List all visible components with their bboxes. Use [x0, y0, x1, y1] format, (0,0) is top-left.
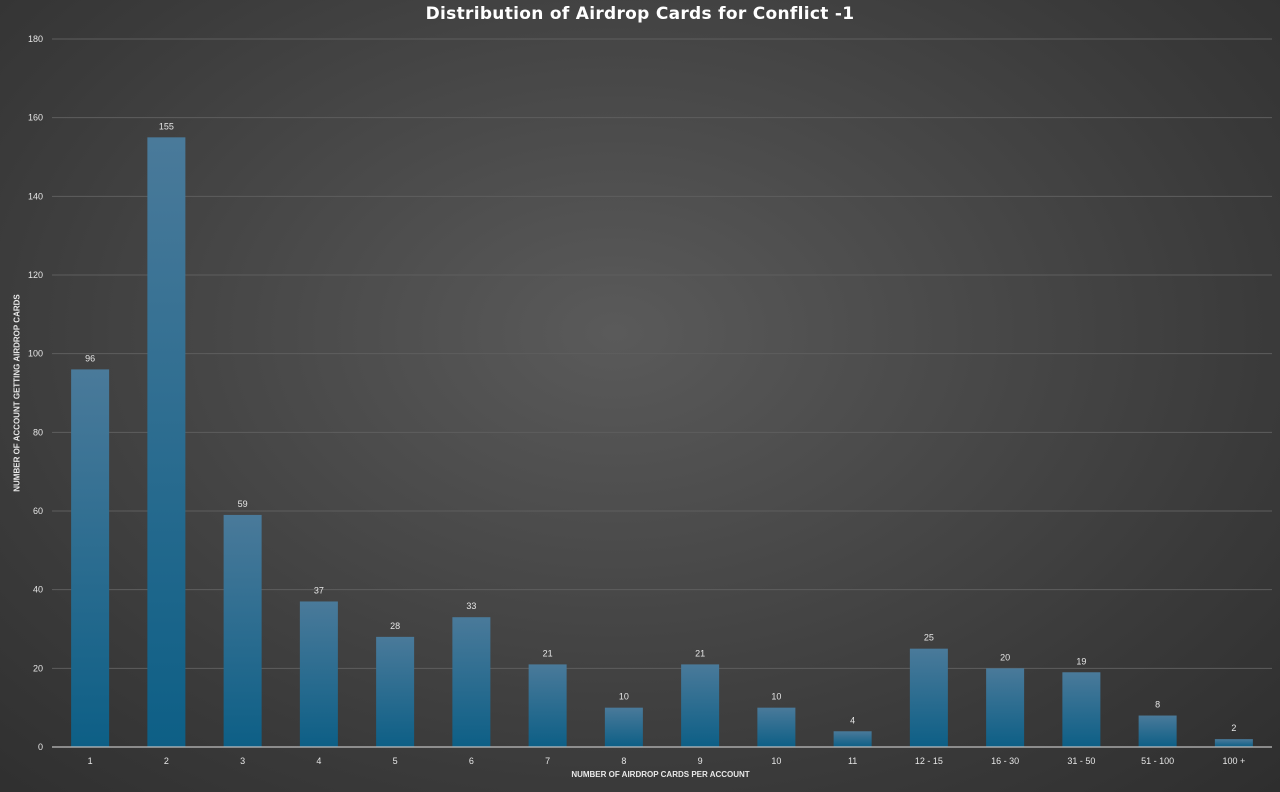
- x-tick-label: 12 - 15: [915, 756, 943, 766]
- bar: [1214, 739, 1253, 747]
- x-tick-label: 31 - 50: [1067, 756, 1095, 766]
- bar: [757, 707, 796, 747]
- chart-title: Distribution of Airdrop Cards for Confli…: [425, 4, 855, 24]
- bar: [299, 601, 338, 747]
- bar: [71, 369, 110, 747]
- x-tick-label: 10: [771, 756, 781, 766]
- x-tick-label: 5: [393, 756, 398, 766]
- y-tick-label: 60: [33, 506, 43, 516]
- data-label: 19: [1076, 656, 1086, 666]
- bar: [604, 707, 643, 747]
- data-label: 10: [771, 692, 781, 702]
- data-label: 21: [695, 648, 705, 658]
- data-label: 2: [1231, 723, 1236, 733]
- y-tick-label: 120: [28, 270, 43, 280]
- x-tick-label: 11: [848, 756, 857, 766]
- data-labels: 96 155 59 37 28 33 21 10 21 10 4 25 20 19 8 2: [85, 121, 1236, 733]
- bar: [833, 731, 872, 747]
- data-label: 37: [314, 585, 324, 595]
- bar: [528, 664, 567, 747]
- y-tick-label: 160: [28, 113, 43, 123]
- y-tick-label: 140: [28, 191, 43, 201]
- x-tick-labels: 1 2 3 4 5 6 7 8 9 10 11 12 - 15 16 - 30 31 - 50 51 - 1…: [88, 756, 1246, 766]
- data-label: 59: [238, 499, 248, 509]
- data-label: 33: [466, 601, 476, 611]
- x-tick-label: 51 - 100: [1141, 756, 1174, 766]
- y-tick-label: 20: [33, 663, 43, 673]
- data-label: 155: [159, 121, 174, 131]
- bar: [223, 514, 262, 747]
- y-tick-label: 100: [28, 349, 43, 359]
- data-label: 25: [924, 633, 934, 643]
- data-label: 21: [543, 648, 553, 658]
- x-tick-label: 8: [621, 756, 626, 766]
- y-tick-labels: 0 20 40 60 80 100 120 140 160 180: [28, 34, 43, 752]
- y-tick-label: 40: [33, 585, 43, 595]
- x-tick-label: 2: [164, 756, 169, 766]
- x-tick-label: 3: [240, 756, 245, 766]
- x-tick-label: 7: [545, 756, 550, 766]
- bar: [1062, 672, 1101, 747]
- x-tick-label: 6: [469, 756, 474, 766]
- data-label: 4: [850, 715, 855, 725]
- bar: [147, 137, 186, 748]
- data-label: 10: [619, 692, 629, 702]
- data-label: 20: [1000, 652, 1010, 662]
- bar: [986, 668, 1025, 747]
- y-tick-label: 80: [33, 427, 43, 437]
- x-tick-label: 100 +: [1222, 756, 1245, 766]
- bar: [1138, 715, 1177, 747]
- bar: [452, 617, 491, 747]
- bar: [376, 636, 415, 747]
- bar: [681, 664, 720, 747]
- y-tick-label: 0: [38, 742, 43, 752]
- data-label: 8: [1155, 700, 1160, 710]
- x-tick-label: 16 - 30: [991, 756, 1019, 766]
- x-tick-label: 4: [316, 756, 321, 766]
- y-tick-label: 180: [28, 34, 43, 44]
- data-label: 28: [390, 621, 400, 631]
- bar: [909, 648, 948, 747]
- x-tick-label: 9: [698, 756, 703, 766]
- x-tick-label: 1: [88, 756, 93, 766]
- x-axis-label: NUMBER OF AIRDROP CARDS PER ACCOUNT: [571, 770, 750, 779]
- data-label: 96: [85, 353, 95, 363]
- bars: [71, 137, 1253, 748]
